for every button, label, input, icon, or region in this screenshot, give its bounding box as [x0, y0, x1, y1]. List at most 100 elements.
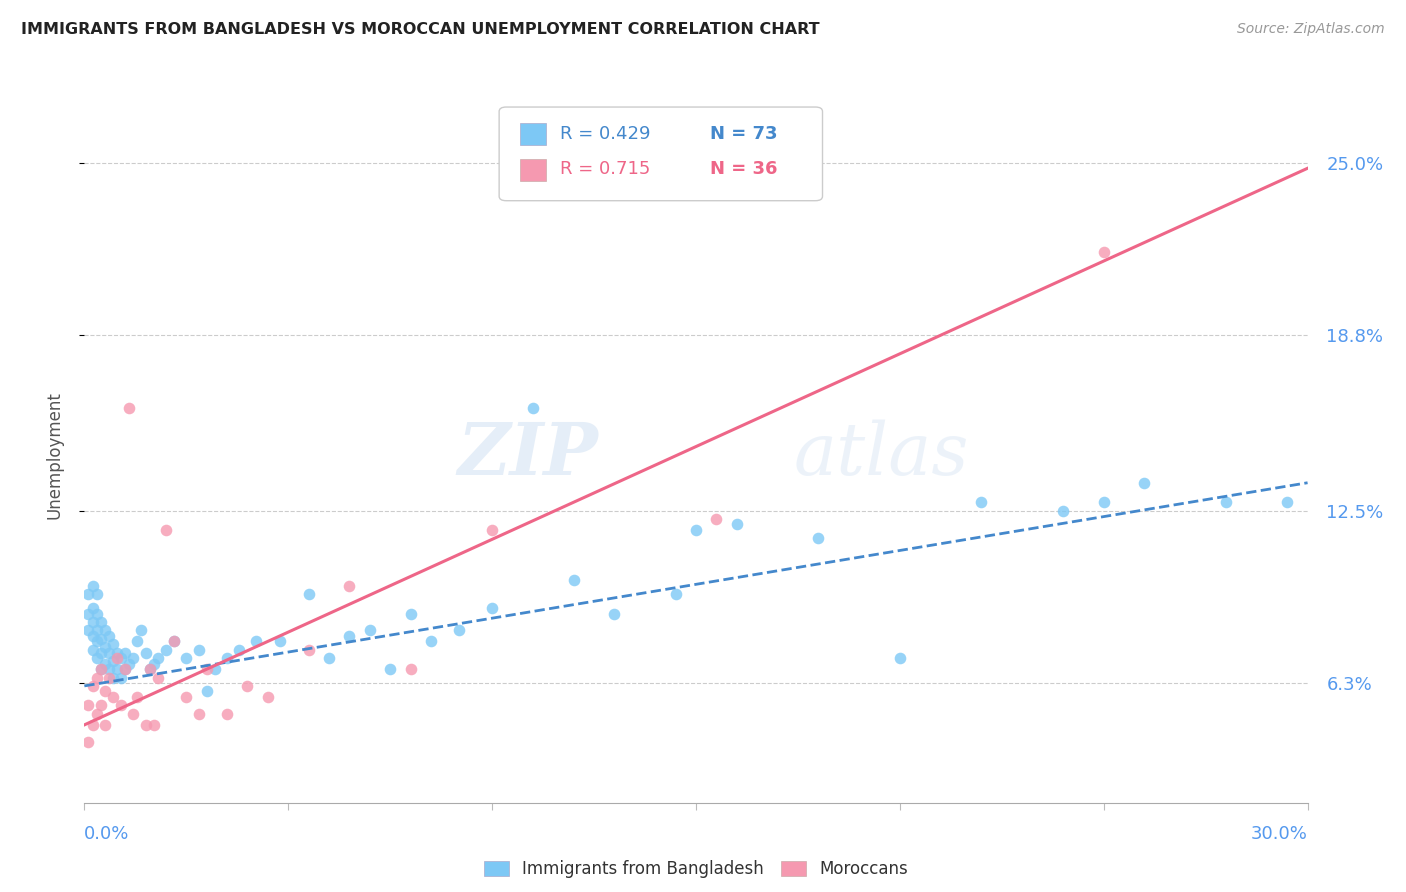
Point [77, 587, 100, 601]
Point [122, 651, 145, 665]
Text: R = 0.715: R = 0.715 [560, 161, 650, 178]
Point [706, 512, 728, 526]
Point [481, 523, 503, 537]
Point [101, 654, 124, 668]
Point [228, 642, 250, 657]
Point [77, 624, 100, 638]
Point [318, 651, 340, 665]
Point [82, 579, 104, 593]
Point [97, 646, 120, 660]
Point [110, 698, 132, 713]
Point [142, 718, 165, 732]
Point [176, 651, 198, 665]
Point [236, 679, 259, 693]
Point [90, 698, 112, 713]
Point [889, 651, 911, 665]
Point [195, 684, 218, 698]
Point [187, 706, 209, 721]
Point [138, 662, 160, 676]
Text: atlas: atlas [794, 419, 969, 491]
Point [155, 523, 177, 537]
Point [187, 642, 209, 657]
Point [110, 671, 132, 685]
Point [142, 657, 165, 671]
Point [82, 629, 104, 643]
Point [97, 671, 120, 685]
Point [90, 662, 112, 676]
Point [97, 629, 120, 643]
Text: 0.0%: 0.0% [84, 825, 129, 843]
Point [77, 734, 100, 748]
Point [93, 684, 117, 698]
Point [1092, 244, 1115, 259]
Point [93, 657, 117, 671]
Point [1215, 495, 1237, 509]
Point [86, 607, 108, 621]
Point [245, 634, 267, 648]
Point [1277, 495, 1299, 509]
Point [86, 624, 108, 638]
Point [90, 615, 112, 629]
Point [127, 634, 149, 648]
Point [1092, 495, 1115, 509]
Point [93, 624, 117, 638]
Point [82, 679, 104, 693]
Text: N = 73: N = 73 [710, 125, 778, 143]
Point [114, 662, 136, 676]
Point [82, 615, 104, 629]
Point [146, 671, 169, 685]
Text: R = 0.429: R = 0.429 [560, 125, 650, 143]
Point [163, 634, 186, 648]
Point [90, 632, 112, 646]
Point [603, 607, 626, 621]
Point [217, 651, 239, 665]
Point [146, 651, 169, 665]
Point [118, 657, 141, 671]
Point [807, 532, 830, 546]
Point [86, 587, 108, 601]
Point [93, 718, 117, 732]
Point [105, 651, 128, 665]
Point [101, 637, 124, 651]
Y-axis label: Unemployment: Unemployment [45, 391, 63, 519]
Point [86, 634, 108, 648]
Text: Source: ZipAtlas.com: Source: ZipAtlas.com [1237, 22, 1385, 37]
Point [269, 634, 291, 648]
Point [86, 651, 108, 665]
Point [90, 662, 112, 676]
Point [380, 662, 402, 676]
Point [298, 642, 321, 657]
Point [399, 662, 422, 676]
Point [481, 601, 503, 615]
Point [449, 624, 471, 638]
Point [359, 624, 381, 638]
Point [82, 601, 104, 615]
Point [1133, 475, 1156, 490]
Point [562, 573, 585, 587]
Text: ZIP: ZIP [457, 419, 598, 491]
Text: 30.0%: 30.0% [1251, 825, 1308, 843]
Point [101, 690, 124, 704]
Point [122, 706, 145, 721]
Point [176, 690, 198, 704]
Point [82, 718, 104, 732]
Point [339, 629, 361, 643]
Text: IMMIGRANTS FROM BANGLADESH VS MOROCCAN UNEMPLOYMENT CORRELATION CHART: IMMIGRANTS FROM BANGLADESH VS MOROCCAN U… [21, 22, 820, 37]
Point [725, 517, 748, 532]
Point [685, 523, 707, 537]
Point [118, 401, 141, 415]
Point [522, 401, 544, 415]
Point [195, 662, 218, 676]
Point [86, 671, 108, 685]
Point [135, 718, 157, 732]
Point [138, 662, 160, 676]
Point [155, 642, 177, 657]
Point [82, 642, 104, 657]
Point [105, 662, 128, 676]
Point [114, 662, 136, 676]
Point [970, 495, 993, 509]
Point [110, 651, 132, 665]
Legend: Immigrants from Bangladesh, Moroccans: Immigrants from Bangladesh, Moroccans [478, 854, 914, 885]
Point [105, 646, 128, 660]
Point [1052, 503, 1074, 517]
